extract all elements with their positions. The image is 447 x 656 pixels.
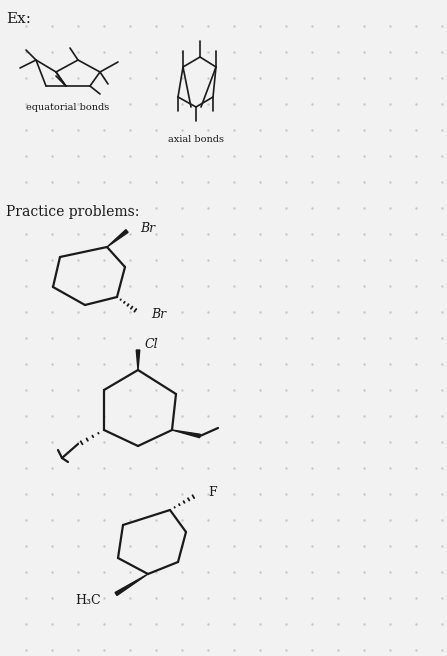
Text: F: F — [208, 485, 217, 499]
Polygon shape — [136, 350, 140, 370]
Text: Br: Br — [140, 222, 155, 236]
Text: Br: Br — [151, 308, 166, 321]
Text: equatorial bonds: equatorial bonds — [26, 103, 110, 112]
Text: Ex:: Ex: — [6, 12, 31, 26]
Text: H₃C: H₃C — [75, 594, 101, 607]
Polygon shape — [107, 230, 128, 247]
Polygon shape — [115, 574, 148, 596]
Text: Practice problems:: Practice problems: — [6, 205, 139, 219]
Text: Cl: Cl — [145, 338, 159, 352]
Polygon shape — [172, 430, 200, 438]
Text: axial bonds: axial bonds — [168, 135, 224, 144]
